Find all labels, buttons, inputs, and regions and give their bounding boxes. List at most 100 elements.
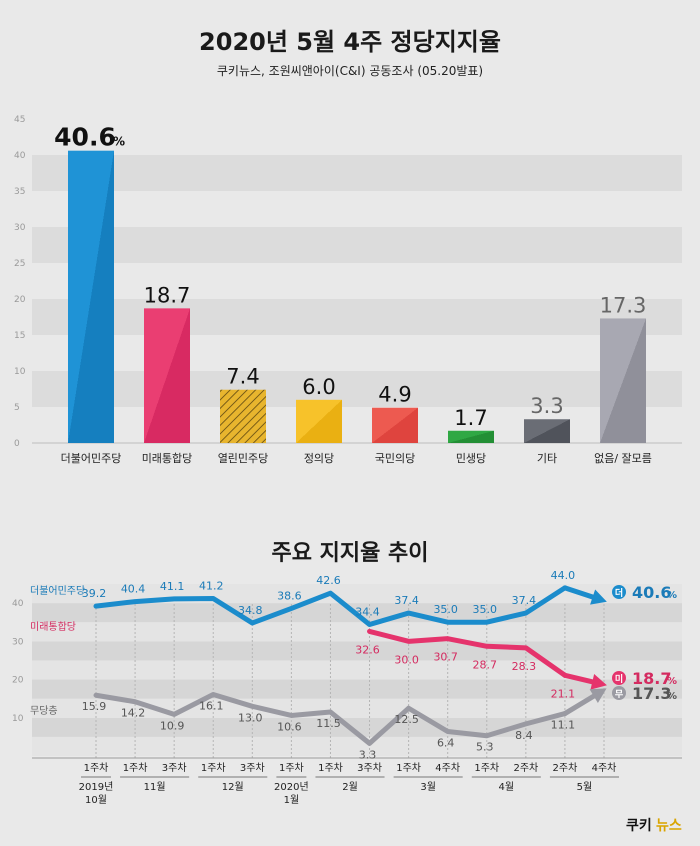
bar-series: 40.6% 더불어민주당 18.7 미래통합당 7.4 열린민주당 6.0 정의당 4.9 국민의…: [54, 123, 652, 465]
bar-y-tick-label: 35: [14, 187, 25, 197]
bar-chart-band: [32, 299, 682, 335]
bar-value-label: 18.7: [144, 283, 191, 307]
bar-y-tick-label: 45: [14, 115, 25, 125]
series-point-label: 28.7: [473, 658, 498, 671]
bar-category-label: 국민의당: [375, 452, 415, 465]
series-point-label: 37.4: [394, 594, 419, 607]
series-point-label: 11.1: [551, 719, 576, 732]
series-name-label: 미래통합당: [30, 621, 76, 633]
bar-5: [372, 407, 418, 443]
series-point-label: 10.6: [277, 720, 302, 733]
series-point-label: 11.5: [316, 717, 341, 730]
x-tick-label: 1주차: [396, 762, 421, 774]
bar-category-label: 정의당: [304, 452, 334, 465]
line-chart-band: [32, 660, 682, 680]
bar-y-tick-label: 40: [14, 151, 26, 161]
line-chart-title: 주요 지지율 추이: [272, 541, 429, 566]
x-tick-label: 4주차: [592, 762, 617, 774]
x-tick-label: 1주차: [318, 762, 343, 774]
bar-1: [68, 150, 114, 443]
series-end-badge: [612, 686, 626, 700]
x-group-label: 12월: [222, 781, 244, 793]
series-end-value: 18.7: [632, 669, 671, 688]
bar-chart-band: [32, 335, 682, 371]
bar-category-label: 열린민주당: [218, 452, 269, 465]
series-point-label: 35.0: [433, 603, 458, 616]
series-point-label: 8.4: [515, 729, 533, 742]
bar-category-label: 미래통합당: [142, 452, 193, 465]
bar-chart-band: [32, 407, 682, 443]
bar-value-label: 3.3: [530, 394, 563, 418]
x-group-label: 4월: [499, 781, 515, 793]
bar-value-label: 1.7: [454, 406, 487, 430]
series-line-end: [562, 693, 597, 717]
bar-value-label: 6.0: [302, 375, 335, 399]
bar-value-unit: %: [113, 135, 125, 149]
brand-logo: 쿠키 뉴스: [626, 818, 682, 834]
series-end-value: 17.3: [632, 684, 671, 703]
line-chart-y-axis: 10 20 30 40: [12, 599, 24, 724]
series-point-label: 35.0: [473, 603, 498, 616]
series-point-label: 21.1: [551, 687, 576, 700]
series-end-unit: %: [667, 691, 677, 702]
series-line: [93, 691, 568, 746]
series-point-label: 32.6: [355, 643, 380, 656]
series-point-label: 42.6: [316, 574, 341, 587]
series-end-badge: [612, 671, 626, 685]
series-point-label: 14.2: [121, 707, 146, 720]
series-end-unit: %: [667, 676, 677, 687]
series-line: [93, 585, 568, 628]
series-name-label: 무당층: [30, 705, 58, 717]
line-series-1: 39.2 40.4 41.1 41.2 34.8 38.6 42.6 34.4 37.4 35.0…: [82, 569, 677, 628]
series-end-badge: [612, 585, 626, 599]
line-chart-guides: [95, 604, 605, 758]
brand-news: 뉴스: [656, 818, 682, 834]
bar-y-tick-label: 0: [14, 439, 20, 449]
series-point-label: 40.4: [121, 583, 146, 596]
x-tick-label: 1주차: [279, 762, 304, 774]
x-tick-label: 2주차: [553, 762, 578, 774]
bar-y-tick-label: 20: [14, 295, 26, 305]
x-tick-label: 1주차: [201, 762, 226, 774]
line-y-tick-label: 40: [12, 599, 24, 609]
line-series-3: 15.9 14.2 10.9 16.1 13.0 10.6 11.5 3.3 12.5 6.4 5.…: [82, 684, 677, 761]
bar-value-label: 40.6: [54, 123, 116, 152]
bar-value-label: 7.4: [226, 365, 259, 389]
bar-chart-band: [32, 227, 682, 263]
series-arrowhead: [590, 589, 607, 605]
series-point-label: 6.4: [437, 737, 455, 750]
line-chart-band: [32, 679, 682, 699]
series-point-label: 5.3: [476, 741, 494, 754]
series-point-label: 28.3: [512, 660, 537, 673]
bar-3: [220, 389, 266, 443]
x-group-label: 5월: [577, 781, 593, 793]
series-name-label: 더불어민주당: [30, 585, 85, 597]
bar-chart-y-axis: 0 5 10 15 20 25 30 35 40 45: [14, 115, 26, 449]
series-end-value: 40.6: [632, 583, 671, 602]
series-line: [367, 628, 568, 678]
x-group-label: 11월: [144, 781, 166, 793]
page-title: 2020년 5월 4주 정당지지율: [199, 28, 501, 56]
line-chart-band: [32, 717, 682, 737]
x-tick-label: 3주차: [162, 762, 187, 774]
line-series-2: 32.6 30.0 30.7 28.7 28.3 21.1 미 18.7%: [355, 628, 677, 700]
series-end-badge-text: 미: [615, 673, 623, 685]
bar-7: [524, 419, 570, 443]
x-group-label: 2월: [342, 781, 358, 793]
line-chart-band: [32, 736, 682, 756]
series-point-label: 44.0: [551, 569, 576, 582]
bar-y-tick-label: 5: [14, 403, 20, 413]
bar-chart-band: [32, 119, 682, 155]
x-group-label: 3월: [420, 781, 436, 793]
x-group-label: 2019년: [79, 781, 114, 793]
x-tick-label: 1주차: [123, 762, 148, 774]
series-point-label: 16.1: [199, 699, 224, 712]
series-end-badge-text: 무: [615, 689, 623, 700]
series-point-label: 38.6: [277, 589, 302, 602]
bar-y-tick-label: 15: [14, 331, 25, 341]
line-chart-band: [32, 622, 682, 642]
bar-chart-bands: [32, 119, 682, 443]
series-point-label: 30.7: [433, 651, 458, 664]
